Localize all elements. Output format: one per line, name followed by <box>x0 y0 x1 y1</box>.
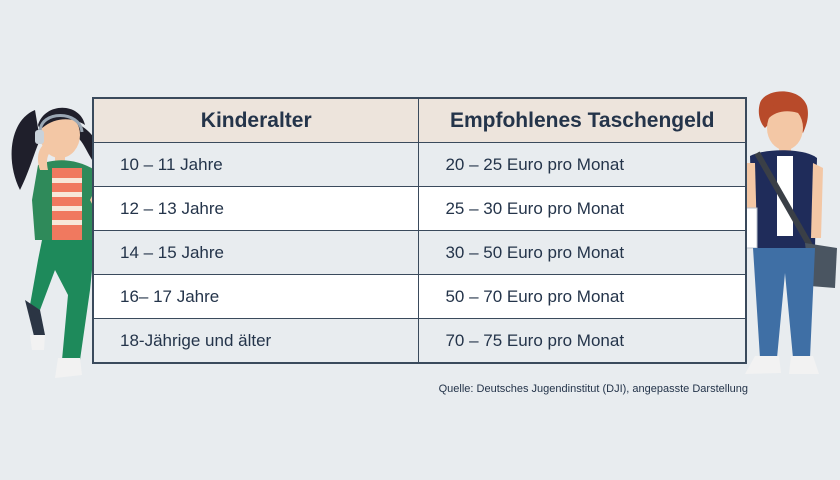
age-cell: 16– 17 Jahre <box>92 274 420 319</box>
age-cell: 14 – 15 Jahre <box>92 230 420 275</box>
allowance-cell: 30 – 50 Euro pro Monat <box>418 230 747 275</box>
table-row: 16– 17 Jahre 50 – 70 Euro pro Monat <box>92 274 747 319</box>
allowance-table: Kinderalter Empfohlenes Taschengeld 10 –… <box>92 97 747 364</box>
table-row: 12 – 13 Jahre 25 – 30 Euro pro Monat <box>92 186 747 231</box>
table-row: 10 – 11 Jahre 20 – 25 Euro pro Monat <box>92 142 747 187</box>
age-cell: 10 – 11 Jahre <box>92 142 420 187</box>
table-header-row: Kinderalter Empfohlenes Taschengeld <box>92 97 747 143</box>
boy-illustration <box>742 91 837 374</box>
table-row: 14 – 15 Jahre 30 – 50 Euro pro Monat <box>92 230 747 275</box>
header-recommended-allowance: Empfohlenes Taschengeld <box>418 97 747 143</box>
allowance-cell: 50 – 70 Euro pro Monat <box>418 274 747 319</box>
source-note: Quelle: Deutsches Jugendinstitut (DJI), … <box>438 383 748 395</box>
age-cell: 18-Jährige und älter <box>92 318 420 364</box>
header-child-age: Kinderalter <box>92 97 420 143</box>
girl-illustration <box>11 107 140 378</box>
age-cell: 12 – 13 Jahre <box>92 186 420 231</box>
allowance-cell: 70 – 75 Euro pro Monat <box>418 318 747 364</box>
table-row: 18-Jährige und älter 70 – 75 Euro pro Mo… <box>92 318 747 364</box>
allowance-cell: 25 – 30 Euro pro Monat <box>418 186 747 231</box>
allowance-cell: 20 – 25 Euro pro Monat <box>418 142 747 187</box>
